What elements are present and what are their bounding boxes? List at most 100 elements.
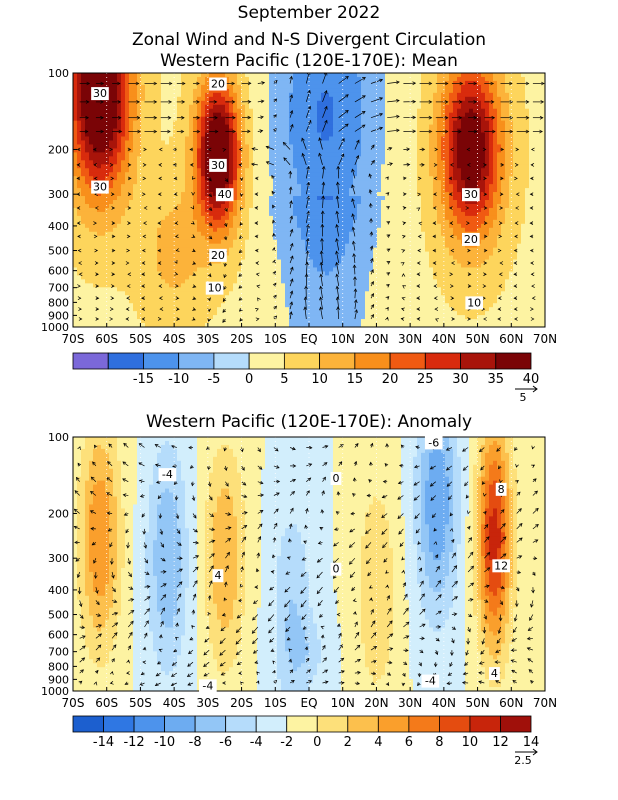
field-cell bbox=[93, 116, 98, 122]
field-cell bbox=[77, 227, 82, 233]
field-cell bbox=[81, 84, 86, 90]
field-cell bbox=[97, 100, 102, 106]
field-cell bbox=[241, 172, 246, 177]
field-cell bbox=[217, 176, 222, 181]
field-cell bbox=[317, 311, 322, 316]
field-cell bbox=[181, 140, 186, 146]
field-cell bbox=[201, 255, 206, 261]
field-cell bbox=[241, 188, 246, 193]
field-cell bbox=[321, 104, 326, 110]
field-cell bbox=[265, 211, 270, 217]
field-cell bbox=[301, 319, 306, 324]
field-cell bbox=[77, 168, 82, 173]
field-cell bbox=[185, 259, 190, 265]
field-cell bbox=[357, 207, 362, 213]
field-cell bbox=[325, 140, 330, 146]
field-cell bbox=[245, 196, 250, 201]
field-cell bbox=[221, 219, 226, 225]
field-cell bbox=[161, 124, 166, 130]
field-cell bbox=[301, 124, 306, 130]
field-cell bbox=[149, 84, 154, 90]
field-cell bbox=[165, 311, 170, 316]
field-cell bbox=[377, 267, 382, 273]
field-cell bbox=[361, 196, 366, 201]
field-cell bbox=[141, 176, 146, 181]
field-cell bbox=[277, 231, 282, 237]
field-cell bbox=[349, 275, 354, 280]
field-cell bbox=[113, 108, 118, 114]
field-cell bbox=[281, 160, 286, 165]
field-cell bbox=[145, 223, 150, 229]
field-cell bbox=[109, 84, 114, 90]
field-cell bbox=[361, 275, 366, 280]
field-cell bbox=[105, 160, 110, 165]
field-cell bbox=[341, 323, 346, 327]
field-cell bbox=[257, 108, 262, 114]
field-cell bbox=[241, 124, 246, 130]
field-cell bbox=[185, 263, 190, 269]
field-cell bbox=[85, 287, 90, 292]
field-cell bbox=[373, 148, 378, 153]
field-cell bbox=[181, 132, 186, 138]
field-cell bbox=[153, 124, 158, 130]
field-cell bbox=[137, 156, 142, 161]
field-cell bbox=[377, 120, 382, 126]
field-cell bbox=[165, 73, 170, 78]
field-cell bbox=[101, 116, 106, 122]
field-cell bbox=[321, 315, 326, 320]
field-cell bbox=[249, 164, 254, 169]
field-cell bbox=[257, 239, 262, 245]
field-cell bbox=[209, 188, 214, 193]
field-cell bbox=[129, 227, 134, 233]
field-cell bbox=[237, 148, 242, 153]
field-cell bbox=[233, 132, 238, 138]
field-cell bbox=[317, 92, 322, 98]
field-cell bbox=[285, 188, 290, 193]
field-cell bbox=[357, 184, 362, 189]
field-cell bbox=[149, 295, 154, 300]
field-cell bbox=[277, 100, 282, 106]
field-cell bbox=[377, 116, 382, 122]
field-cell bbox=[241, 295, 246, 300]
field-cell bbox=[337, 172, 342, 177]
field-cell bbox=[301, 144, 306, 150]
field-cell bbox=[301, 211, 306, 217]
field-cell bbox=[377, 148, 382, 153]
field-cell bbox=[225, 120, 230, 126]
field-cell bbox=[233, 108, 238, 114]
field-cell bbox=[353, 144, 358, 150]
field-cell bbox=[385, 73, 390, 78]
field-cell bbox=[313, 207, 318, 213]
field-cell bbox=[73, 92, 78, 98]
field-cell bbox=[149, 160, 154, 165]
field-cell bbox=[241, 255, 246, 261]
field-cell bbox=[333, 128, 338, 134]
field-cell bbox=[245, 227, 250, 233]
field-cell bbox=[109, 140, 114, 146]
field-cell bbox=[205, 144, 210, 150]
field-cell bbox=[185, 144, 190, 150]
field-cell bbox=[165, 243, 170, 249]
field-cell bbox=[109, 223, 114, 229]
field-cell bbox=[173, 271, 178, 277]
field-cell bbox=[329, 184, 334, 189]
field-cell bbox=[337, 239, 342, 245]
field-cell bbox=[277, 219, 282, 225]
field-cell bbox=[221, 88, 226, 94]
field-cell bbox=[341, 100, 346, 106]
field-cell bbox=[129, 148, 134, 153]
field-cell bbox=[173, 84, 178, 90]
field-cell bbox=[317, 73, 322, 78]
field-cell bbox=[105, 323, 110, 327]
field-cell bbox=[81, 223, 86, 229]
field-cell bbox=[185, 319, 190, 324]
field-cell bbox=[373, 200, 378, 205]
field-cell bbox=[277, 243, 282, 249]
field-cell bbox=[261, 307, 266, 312]
field-cell bbox=[149, 136, 154, 142]
field-cell bbox=[85, 152, 90, 157]
field-cell bbox=[281, 132, 286, 138]
field-cell bbox=[161, 148, 166, 153]
field-cell bbox=[333, 88, 338, 94]
field-cell bbox=[301, 176, 306, 181]
